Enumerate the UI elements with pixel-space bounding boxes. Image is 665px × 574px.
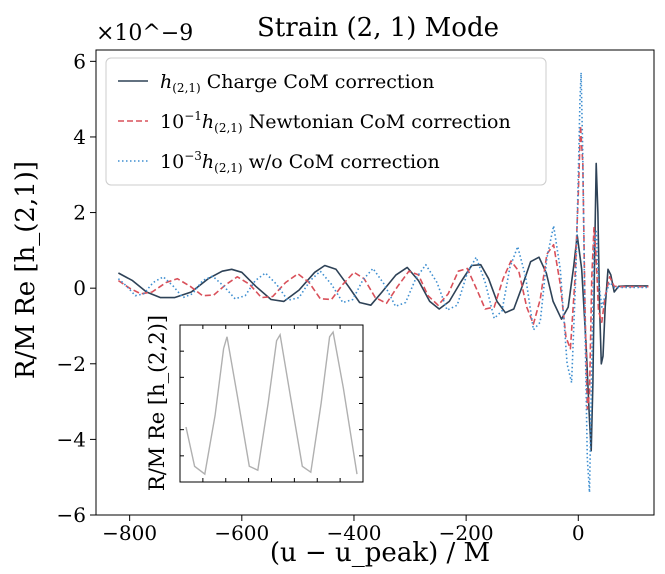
series-line-2 xyxy=(117,71,649,494)
y-tick-label: 4 xyxy=(73,125,86,149)
y-axis-ticks: −6 −4 −2 0 2 4 6 xyxy=(57,49,96,527)
y-tick-label: 0 xyxy=(73,276,86,300)
series-line-0 xyxy=(118,162,649,452)
legend-label-wo-com: 10−3h(2,1) w/o CoM correction xyxy=(160,149,440,175)
legend-box xyxy=(105,57,547,186)
x-tick-label: 0 xyxy=(572,521,585,545)
legend: h(2,1) Charge CoM correction 10−1h(2,1) Ne… xyxy=(105,57,547,186)
inset-frame xyxy=(179,324,364,483)
series-layer xyxy=(117,71,649,494)
y-tick-label: 2 xyxy=(73,201,86,225)
y-tick-label: −2 xyxy=(57,352,86,376)
legend-label-charge: h(2,1) Charge CoM correction xyxy=(160,71,434,95)
x-axis-ticks: −800 −600 −400 −200 0 xyxy=(102,515,585,545)
series-line-1 xyxy=(117,124,649,410)
y-tick-label: −6 xyxy=(57,503,86,527)
y-tick-label: 6 xyxy=(73,49,86,73)
y-multiplier: ×10^−9 xyxy=(96,21,193,46)
x-tick-label: −400 xyxy=(327,521,382,545)
chart-title: Strain (2, 1) Mode xyxy=(257,13,499,43)
legend-label-newtonian: 10−1h(2,1) Newtonian CoM correction xyxy=(160,109,511,135)
x-tick-label: −200 xyxy=(439,521,494,545)
inset-y-axis-label: R/M Re [h_(2,2)] xyxy=(145,315,169,491)
y-axis-label: R/M Re [h_(2,1)] xyxy=(11,161,41,379)
x-axis-label: (u − u_peak) / M xyxy=(270,538,490,568)
plot-area-frame xyxy=(95,49,655,516)
inset-chart: R/M Re [h_(2,2)] xyxy=(145,315,364,491)
x-tick-label: −600 xyxy=(214,521,269,545)
inset-series-line xyxy=(185,330,358,476)
y-tick-label: −4 xyxy=(57,427,86,451)
inset-ticks xyxy=(179,324,364,483)
x-tick-label: −800 xyxy=(102,521,157,545)
